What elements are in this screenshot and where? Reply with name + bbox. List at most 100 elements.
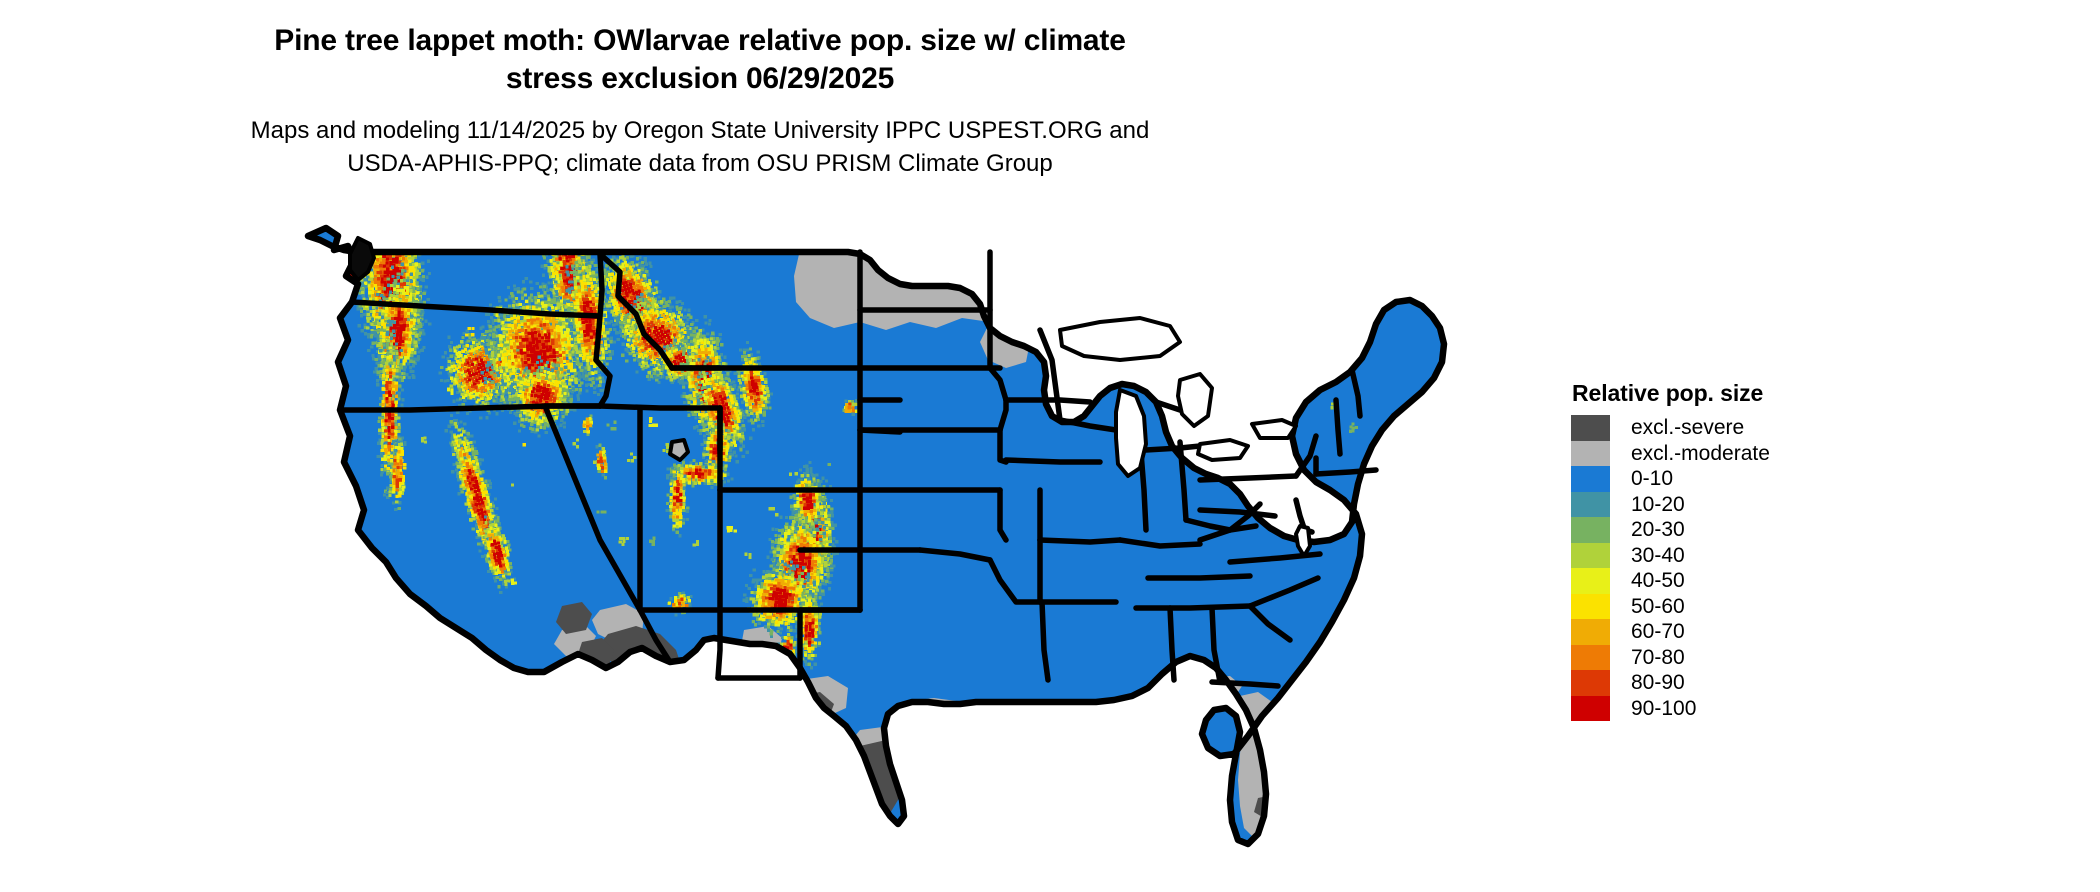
raster-cluster bbox=[627, 452, 637, 463]
excl-severe-patch bbox=[556, 602, 592, 634]
state-border bbox=[1133, 603, 1253, 611]
title-block: Pine tree lappet moth: OWlarvae relative… bbox=[0, 22, 1400, 180]
state-border bbox=[1227, 501, 1263, 533]
raster-cluster bbox=[749, 376, 760, 396]
raster-cluster bbox=[669, 470, 686, 525]
raster-cluster bbox=[618, 536, 629, 546]
legend-swatch bbox=[1571, 415, 1610, 441]
legend-label: 90-100 bbox=[1631, 696, 1697, 720]
excl-moderate-patch bbox=[794, 250, 1060, 330]
legend-swatch bbox=[1571, 619, 1610, 645]
state-border bbox=[597, 403, 723, 411]
chesapeake-bay bbox=[1294, 524, 1312, 558]
legend-item: 10-20 bbox=[1571, 491, 1991, 517]
excl-moderate-patch bbox=[888, 698, 990, 770]
puget-sound bbox=[348, 236, 376, 282]
legend-swatch bbox=[1571, 542, 1610, 568]
raster-cluster bbox=[596, 510, 607, 514]
hotspot-oregon-cascades2 bbox=[385, 436, 407, 512]
state-border bbox=[1039, 599, 1051, 683]
state-border bbox=[1349, 367, 1363, 419]
raster-cluster bbox=[688, 468, 705, 479]
lake-erie bbox=[1196, 438, 1250, 462]
legend-swatch bbox=[1571, 491, 1610, 517]
raster-cluster bbox=[482, 519, 513, 589]
legend-label: 70-80 bbox=[1631, 645, 1685, 669]
state-border bbox=[917, 547, 993, 563]
state-border bbox=[542, 403, 643, 613]
hotspot-arizona-rim bbox=[667, 591, 693, 617]
raster-cluster bbox=[747, 562, 812, 636]
legend-label: 40-50 bbox=[1631, 569, 1685, 592]
raster-cluster bbox=[466, 468, 487, 524]
raster-cluster bbox=[487, 533, 507, 571]
state-borders bbox=[337, 249, 1379, 689]
legend-item: 40-50 bbox=[1571, 568, 1991, 594]
raster-cluster bbox=[673, 486, 683, 503]
raster-cluster bbox=[648, 536, 656, 547]
state-border bbox=[1293, 497, 1307, 531]
lake-huron bbox=[1176, 372, 1214, 428]
state-border bbox=[1209, 679, 1281, 689]
legend-item: 80-90 bbox=[1571, 670, 1991, 696]
raster-cluster bbox=[768, 587, 792, 612]
state-border bbox=[1143, 443, 1203, 453]
raster-cluster bbox=[677, 597, 684, 606]
raster-cluster bbox=[788, 472, 798, 476]
page-subtitle: Maps and modeling 11/14/2025 by Oregon S… bbox=[250, 117, 1150, 177]
national-outline bbox=[304, 224, 1448, 848]
state-border bbox=[1037, 327, 1063, 423]
legend-label: 20-30 bbox=[1631, 518, 1685, 541]
hotspot-nevada-central bbox=[582, 414, 594, 437]
state-border bbox=[1333, 397, 1343, 457]
legend-swatch bbox=[1571, 568, 1610, 594]
page-title: Pine tree lappet moth: OWlarvae relative… bbox=[274, 24, 1126, 95]
raster-cluster bbox=[384, 390, 395, 440]
legend-item: 90-100 bbox=[1571, 695, 1991, 721]
state-border bbox=[715, 607, 723, 681]
legend-swatch bbox=[1571, 670, 1610, 696]
raster-cluster bbox=[376, 319, 405, 499]
state-border bbox=[593, 357, 613, 409]
raster-cluster bbox=[483, 521, 511, 587]
state-border bbox=[997, 487, 1009, 543]
state-border bbox=[1003, 397, 1093, 405]
legend-item: 70-80 bbox=[1571, 644, 1991, 670]
raster-cluster bbox=[726, 526, 737, 533]
legend-swatch bbox=[1571, 440, 1610, 466]
raster-cluster bbox=[465, 326, 475, 337]
raster-cluster bbox=[641, 325, 673, 351]
state-border bbox=[1313, 467, 1379, 477]
legend-label: 60-70 bbox=[1631, 620, 1685, 643]
state-border bbox=[1247, 575, 1321, 609]
legend: Relative pop. size excl.-severe excl.-mod… bbox=[1571, 380, 1991, 721]
legend-item: excl.-severe bbox=[1571, 415, 1991, 441]
raster-cluster bbox=[596, 456, 605, 470]
hotspot-black-hills bbox=[842, 399, 861, 416]
legend-label: 10-20 bbox=[1631, 492, 1685, 516]
legend-label: 0-10 bbox=[1631, 467, 1674, 490]
state-border bbox=[997, 427, 1009, 465]
inland-water bbox=[348, 236, 1312, 558]
raster-cluster bbox=[446, 387, 454, 395]
raster-cluster bbox=[510, 483, 515, 487]
raster-cluster bbox=[606, 420, 617, 431]
raster-cluster bbox=[662, 442, 673, 453]
raster-cluster bbox=[1349, 422, 1358, 433]
legend-label: excl.-moderate bbox=[1631, 441, 1770, 465]
great-salt-lake bbox=[668, 438, 690, 462]
state-border bbox=[597, 251, 675, 371]
legend-swatch bbox=[1571, 695, 1610, 721]
lake-michigan bbox=[1114, 388, 1148, 478]
legend-swatch bbox=[1571, 466, 1610, 492]
raster-cluster bbox=[522, 443, 526, 447]
legend-label: 30-40 bbox=[1631, 543, 1685, 567]
hotspot-wyoming-bighorn bbox=[733, 341, 773, 432]
hotspot-nevada-ruby bbox=[593, 443, 608, 480]
lake-superior bbox=[1058, 316, 1182, 362]
state-border bbox=[1003, 457, 1103, 465]
raster-cluster bbox=[572, 438, 580, 449]
legend-item: 0-10 bbox=[1571, 466, 1991, 492]
raster-cluster bbox=[744, 552, 752, 559]
